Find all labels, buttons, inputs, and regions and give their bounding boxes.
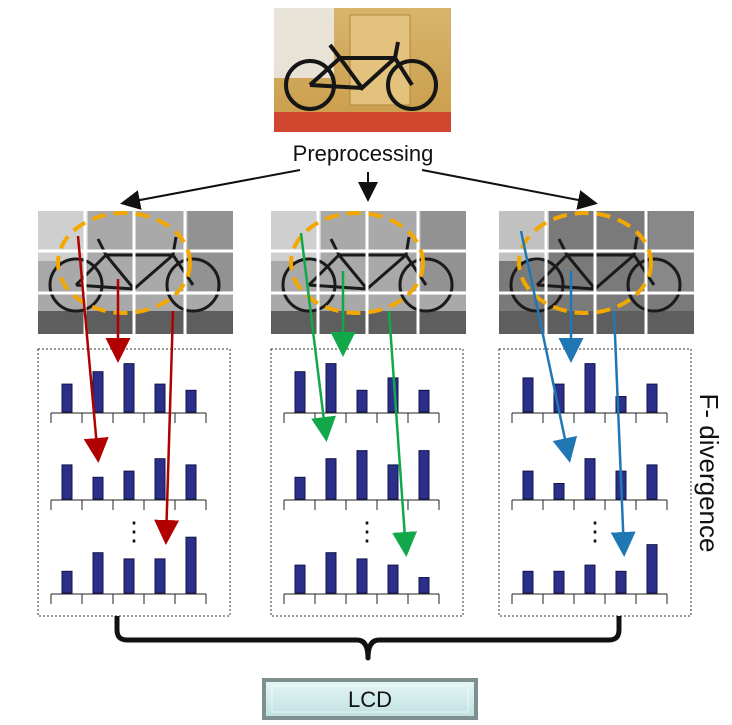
patch-arrows bbox=[76, 235, 180, 545]
histogram-bar bbox=[294, 476, 306, 500]
histogram-bar bbox=[387, 564, 399, 594]
histogram-bar bbox=[185, 389, 197, 413]
aggregation-brace bbox=[114, 616, 622, 661]
patch-grid bbox=[38, 211, 233, 334]
histogram-bar bbox=[615, 396, 627, 413]
histogram-bar bbox=[522, 470, 534, 500]
region-ellipse bbox=[289, 211, 425, 315]
histogram bbox=[511, 544, 668, 604]
histogram bbox=[50, 363, 207, 423]
histogram-bar bbox=[325, 363, 337, 413]
histogram-bar bbox=[61, 464, 73, 500]
histogram-bar bbox=[185, 464, 197, 500]
grayscale-image bbox=[38, 211, 233, 334]
histogram-bar bbox=[154, 558, 166, 594]
histogram bbox=[511, 458, 668, 510]
histogram-bar bbox=[61, 570, 73, 594]
panel-3: ⋮ bbox=[498, 211, 694, 617]
histogram-bar bbox=[185, 536, 197, 594]
histogram-bar bbox=[553, 570, 565, 594]
patch-arrows bbox=[519, 230, 636, 557]
region-ellipse bbox=[517, 211, 653, 315]
panel-2: ⋮ bbox=[270, 211, 466, 617]
histogram-bar bbox=[61, 383, 73, 413]
ellipsis: ⋮ bbox=[354, 516, 380, 546]
histogram-bar bbox=[418, 577, 430, 594]
grayscale-image bbox=[271, 211, 466, 334]
histogram-bar bbox=[418, 450, 430, 500]
histogram-bar bbox=[294, 371, 306, 413]
histogram bbox=[283, 450, 440, 510]
histogram-bar bbox=[522, 570, 534, 594]
histogram-bar bbox=[584, 363, 596, 413]
patch-grid bbox=[499, 211, 694, 334]
preprocessing-title: Preprocessing bbox=[293, 141, 434, 166]
histogram-bar bbox=[154, 383, 166, 413]
panels-group: ⋮ ⋮ ⋮ bbox=[37, 211, 694, 617]
histogram-bar bbox=[325, 458, 337, 500]
histogram-bar bbox=[325, 552, 337, 594]
histogram-bar bbox=[553, 483, 565, 500]
histogram-box bbox=[37, 348, 231, 617]
region-ellipse bbox=[56, 211, 192, 315]
patch-arrows bbox=[299, 232, 418, 557]
histogram-bar bbox=[356, 558, 368, 594]
input-photo bbox=[274, 8, 451, 132]
preprocessing-arrows bbox=[120, 169, 598, 210]
histogram-bar bbox=[387, 464, 399, 500]
histogram bbox=[283, 552, 440, 604]
histogram-bar bbox=[123, 558, 135, 594]
ellipsis: ⋮ bbox=[121, 516, 147, 546]
grayscale-image bbox=[499, 211, 694, 334]
lcd-output-box: LCD bbox=[262, 678, 478, 720]
histogram-bar bbox=[356, 389, 368, 413]
histogram-bar bbox=[294, 564, 306, 594]
histogram-bar bbox=[646, 464, 658, 500]
histogram bbox=[511, 363, 668, 423]
histogram-bar bbox=[92, 476, 104, 500]
histogram-bar bbox=[123, 470, 135, 500]
histogram bbox=[50, 458, 207, 510]
ellipsis: ⋮ bbox=[582, 516, 608, 546]
panel-1: ⋮ bbox=[37, 211, 233, 617]
histogram-bar bbox=[356, 450, 368, 500]
histogram-bar bbox=[615, 570, 627, 594]
histogram-bar bbox=[522, 377, 534, 413]
histogram bbox=[50, 536, 207, 604]
histogram-bar bbox=[584, 564, 596, 594]
f-divergence-label: F- divergence bbox=[694, 394, 724, 553]
lcd-label: LCD bbox=[348, 687, 392, 712]
histogram-bar bbox=[123, 363, 135, 413]
histogram-bar bbox=[584, 458, 596, 500]
histogram-bar bbox=[646, 383, 658, 413]
histogram-box bbox=[270, 348, 464, 617]
histogram-bar bbox=[92, 552, 104, 594]
histogram-box bbox=[498, 348, 692, 617]
histogram bbox=[283, 363, 440, 423]
histogram-bar bbox=[418, 389, 430, 413]
patch-grid bbox=[271, 211, 466, 334]
histogram-bar bbox=[646, 544, 658, 594]
bicycle-icon bbox=[284, 41, 438, 111]
histogram-bar bbox=[154, 458, 166, 500]
